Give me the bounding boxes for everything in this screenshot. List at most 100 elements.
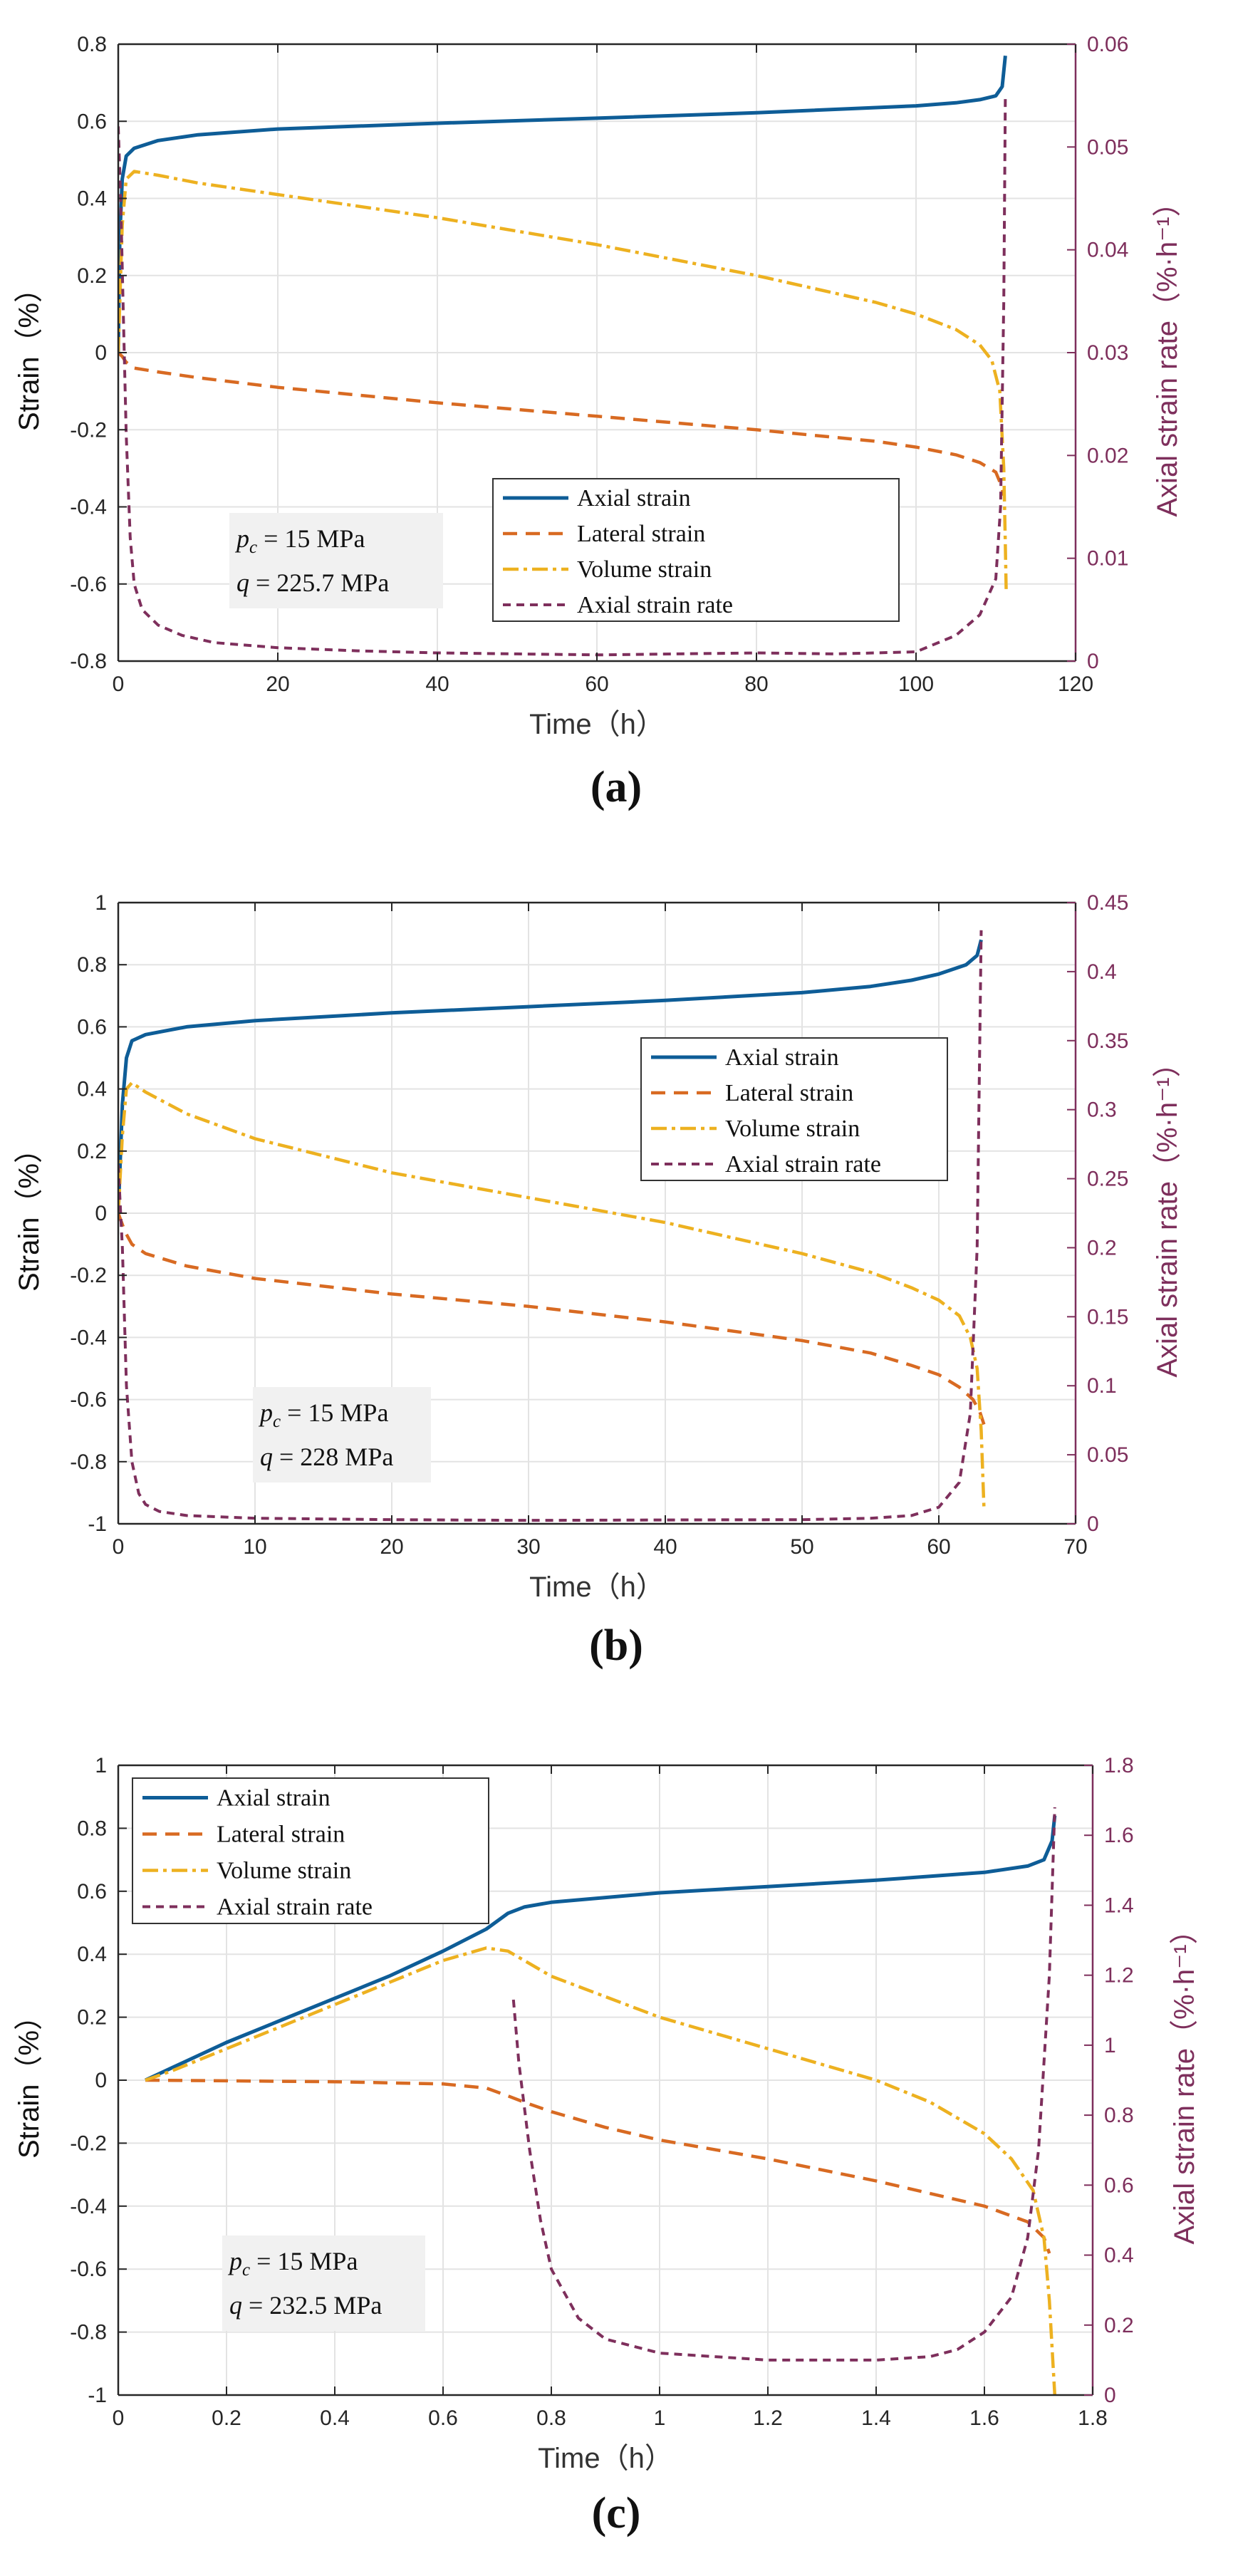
y-tick-label: 0	[95, 1202, 107, 1225]
x-tick-label: 40	[653, 1535, 677, 1559]
legend-label: Axial strain rate	[577, 592, 733, 618]
y2-tick-label: 0.8	[1104, 2104, 1134, 2127]
x-tick-label: 60	[585, 672, 608, 696]
y2-tick-label: 0.4	[1087, 960, 1117, 984]
x-tick-label: 100	[898, 672, 934, 696]
y-tick-label: -0.4	[70, 1326, 107, 1349]
chart-panel-3: 0 0.2 0.4 0.6 0.8 1 1.2 1.4 1.6 1.8 -1 -0.8 -0.6 -0.4…	[14, 1754, 1200, 2538]
series-line-volume-strain	[118, 170, 1008, 592]
x-tick-label: 40	[425, 672, 449, 696]
series-line-volume-strain	[118, 1081, 986, 1509]
panel-label: (a)	[591, 763, 642, 811]
series-line-lateral-strain	[118, 351, 1006, 496]
x-tick-label: 10	[243, 1535, 266, 1559]
y-tick-label: -0.6	[70, 1388, 107, 1412]
annotation-text: pc = 15 MPa	[234, 524, 365, 557]
x-tick-label: 80	[744, 672, 768, 696]
x-tick-label: 1	[654, 2406, 666, 2430]
series-line-axial-strain-rate	[118, 930, 983, 1522]
condition-annotation: pc = 15 MPa q = 232.5 MPa	[222, 2235, 425, 2331]
y-tick-label: 0.4	[77, 1078, 107, 1101]
y2-tick-label: 1.8	[1104, 1754, 1134, 1777]
y-tick-label: -0.8	[70, 2321, 107, 2344]
chart-panel-2: 0 10 20 30 40 50 60 70-1-0.8-0.6-0.4-0.200.20.4…	[14, 891, 1183, 1670]
chart-panel-1: 0 20 40 60 80 100 120 -0.8 -0.6 -0.4 -0.2 0 0.2 0.4 0.…	[14, 33, 1183, 811]
y2-tick-label: 0.03	[1087, 341, 1128, 365]
y-axis-title: Strain（%）	[14, 2002, 45, 2159]
legend-label: Axial strain rate	[725, 1151, 881, 1178]
y2-tick-label: 0.25	[1087, 1168, 1128, 1191]
x-tick-label: 50	[790, 1535, 813, 1559]
y-tick-label: 0.8	[77, 1817, 107, 1840]
x-tick-label: 0.8	[536, 2406, 566, 2430]
y2-axis-title: Axial strain rate（%·h⁻¹）	[1152, 1049, 1183, 1377]
series-line-lateral-strain	[145, 2078, 1051, 2254]
x-tick-label: 1.4	[861, 2406, 891, 2430]
y-tick-label: 0.6	[77, 110, 107, 133]
legend-label: Axial strain	[217, 1785, 331, 1812]
y2-tick-label: 0.15	[1087, 1305, 1128, 1329]
legend-label: Axial strain	[577, 485, 691, 511]
grid	[118, 43, 1076, 662]
annotation-background	[229, 513, 443, 608]
y2-tick-label: 0	[1087, 1512, 1099, 1536]
y-tick-label: 0.2	[77, 2006, 107, 2030]
panel-label: (b)	[589, 1621, 643, 1670]
y-tick-label: 1	[95, 891, 107, 915]
y-tick-label: 0.2	[77, 264, 107, 288]
x-tick-label: 70	[1063, 1535, 1087, 1559]
x-tick-label: 0	[113, 672, 125, 696]
y2-tick-label: 1	[1104, 2034, 1116, 2057]
y-tick-label: 0.8	[77, 33, 107, 56]
x-tick-label: 60	[927, 1535, 950, 1559]
x-tick-label: 0.4	[320, 2406, 350, 2430]
y-tick-label: -1	[88, 1512, 107, 1536]
x-axis-title: Time（h）	[538, 2443, 673, 2474]
legend-label: Lateral strain	[217, 1822, 345, 1848]
y-tick-label: -1	[88, 2384, 107, 2407]
x-tick-label: 30	[516, 1535, 540, 1559]
y2-tick-label: 0.05	[1087, 135, 1128, 159]
y-tick-label: 0.2	[77, 1140, 107, 1163]
y-tick-label: -0.2	[70, 2131, 107, 2155]
y2-tick-label: 0.02	[1087, 444, 1128, 467]
legend-label: Lateral strain	[577, 521, 705, 547]
x-tick-label: 1.6	[969, 2406, 999, 2430]
x-tick-label: 0	[113, 1535, 125, 1559]
y-tick-label: 0.8	[77, 953, 107, 977]
x-tick-label: 120	[1058, 672, 1093, 696]
condition-annotation: pc = 15 MPa q = 225.7 MPa	[229, 513, 443, 608]
y-tick-label: -0.8	[70, 650, 107, 673]
y2-tick-label: 0.35	[1087, 1029, 1128, 1053]
legend-box	[132, 1777, 489, 1924]
y-tick-label: -0.6	[70, 2258, 107, 2281]
y-tick-label: 1	[95, 1754, 107, 1777]
y-tick-label: 0.4	[77, 187, 107, 211]
legend-label: Volume strain	[217, 1858, 351, 1884]
x-axis-title: Time（h）	[529, 709, 665, 740]
x-tick-label: 20	[266, 672, 289, 696]
y2-tick-label: 0.2	[1104, 2314, 1134, 2337]
x-tick-label: 1.2	[753, 2406, 783, 2430]
y2-tick-label: 0	[1104, 2384, 1116, 2407]
y2-tick-label: 1.4	[1104, 1894, 1134, 1917]
y2-tick-label: 0.3	[1087, 1099, 1117, 1122]
y-tick-label: 0.6	[77, 1015, 107, 1039]
y2-tick-label: 0.05	[1087, 1443, 1128, 1467]
panel-label: (c)	[592, 2489, 641, 2538]
annotation-text: q = 232.5 MPa	[229, 2291, 382, 2320]
y2-axis-title: Axial strain rate（%·h⁻¹）	[1152, 188, 1183, 516]
legend-label: Lateral strain	[725, 1080, 853, 1106]
legend-label: Volume strain	[577, 556, 712, 583]
y-tick-label: -0.2	[70, 418, 107, 442]
y-tick-label: 0	[95, 341, 107, 365]
legend: Axial strain Lateral strain Volume strain A…	[640, 1037, 948, 1181]
y-tick-label: -0.4	[70, 496, 107, 519]
condition-annotation: pc = 15 MPa q = 228 MPa	[253, 1387, 431, 1482]
y-tick-label: -0.6	[70, 573, 107, 596]
x-tick-label: 0	[113, 2406, 125, 2430]
y2-tick-label: 0.45	[1087, 891, 1128, 915]
y-tick-label: 0	[95, 2069, 107, 2092]
x-tick-label: 0.6	[428, 2406, 458, 2430]
x-tick-label: 0.2	[212, 2406, 241, 2430]
